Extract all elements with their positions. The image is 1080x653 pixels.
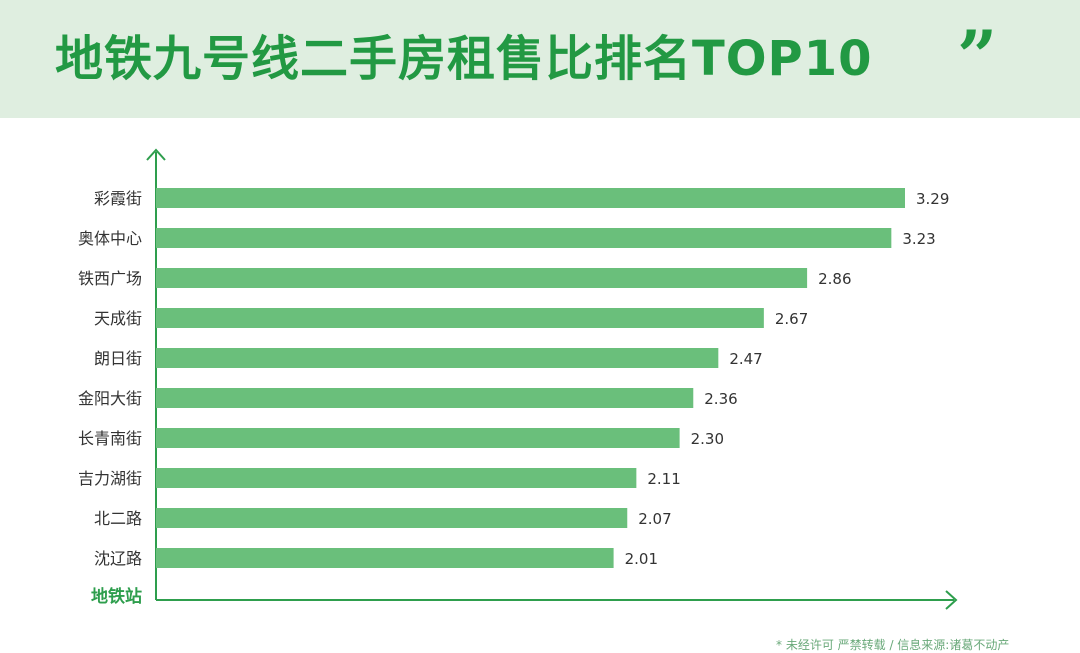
value-label: 2.30 [691, 430, 724, 448]
y-axis-title: 地铁站 [91, 586, 142, 607]
category-label: 长青南街 [78, 429, 142, 448]
bar [156, 388, 694, 408]
value-labels: 3.29 3.23 2.86 2.67 2.47 2.36 2.30 2.11 2.07 2.01 [625, 190, 950, 568]
value-label: 2.67 [775, 310, 808, 328]
bar [156, 228, 892, 248]
x-axis-arrow-icon [945, 590, 958, 610]
value-label: 2.47 [729, 350, 762, 368]
value-label: 3.29 [916, 190, 949, 208]
value-label: 2.86 [818, 270, 851, 288]
quote-mark-icon: ” [957, 15, 998, 98]
bar-series [156, 188, 905, 568]
category-label: 沈辽路 [94, 549, 142, 568]
category-label: 吉力湖街 [78, 469, 142, 488]
footnote: * 未经许可 严禁转载 / 信息来源:诸葛不动产 [776, 638, 1010, 652]
value-label: 3.23 [902, 230, 935, 248]
title-banner [0, 0, 1080, 118]
bar [156, 428, 680, 448]
bar [156, 308, 764, 328]
bar [156, 548, 614, 568]
category-label: 金阳大街 [78, 389, 142, 408]
category-label: 朗日街 [94, 349, 142, 368]
category-label: 铁西广场 [78, 269, 142, 288]
category-label: 彩霞街 [94, 189, 142, 208]
page-title: 地铁九号线二手房租售比排名TOP10 [55, 31, 873, 87]
value-label: 2.11 [647, 470, 680, 488]
category-label: 北二路 [94, 509, 142, 528]
value-label: 2.07 [638, 510, 671, 528]
bar [156, 268, 808, 288]
bar [156, 508, 628, 528]
bar [156, 188, 905, 208]
bar [156, 468, 637, 488]
bar [156, 348, 719, 368]
category-label: 天成街 [94, 309, 142, 328]
category-label: 奥体中心 [78, 229, 142, 248]
value-label: 2.01 [625, 550, 658, 568]
chart-axes [146, 148, 958, 610]
value-label: 2.36 [704, 390, 737, 408]
y-axis-arrow-icon [146, 148, 166, 161]
